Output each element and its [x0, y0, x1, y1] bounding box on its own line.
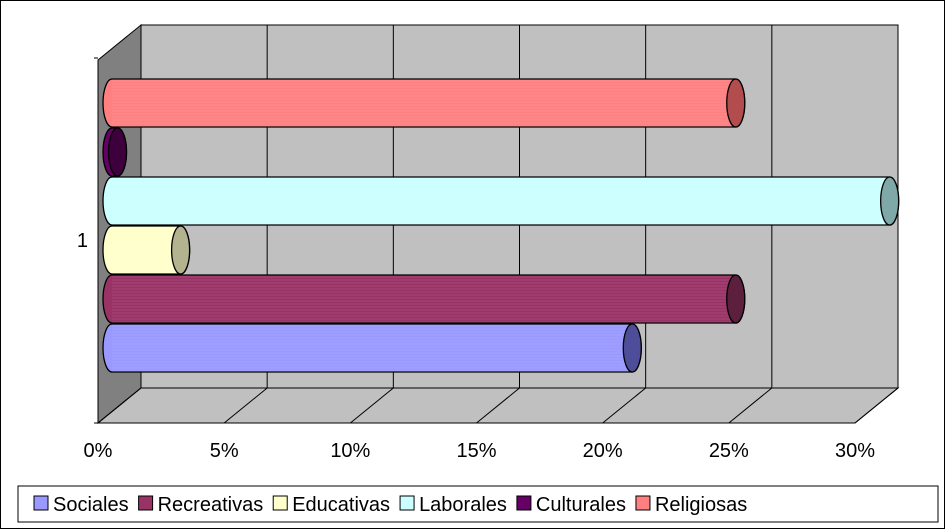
- legend-item-educativas: Educativas: [272, 494, 390, 516]
- legend-label: Laborales: [419, 494, 507, 516]
- legend-swatch: [272, 495, 288, 511]
- legend-box: [17, 485, 939, 523]
- legend-item-culturales: Culturales: [516, 494, 626, 516]
- bars: [102, 78, 900, 373]
- x-tick-label: 25%: [709, 440, 749, 462]
- legend-label: Culturales: [536, 494, 626, 516]
- gridline-floor: [223, 387, 268, 424]
- legend-label: Sociales: [53, 494, 129, 516]
- bar-sociales: [102, 323, 642, 373]
- x-tick-label: 5%: [210, 440, 239, 462]
- legend-swatch: [516, 495, 532, 511]
- legend-swatch: [399, 495, 415, 511]
- bar-culturales: [102, 127, 128, 177]
- gridline-floor: [97, 387, 142, 424]
- gridline-floor: [350, 387, 394, 424]
- legend-item-religiosas: Religiosas: [635, 494, 747, 516]
- bar-educativas: [102, 225, 191, 275]
- legend-label: Educativas: [292, 494, 390, 516]
- bar-cap: [726, 78, 746, 128]
- gridline-floor: [602, 387, 646, 424]
- bar-laborales: [102, 176, 900, 226]
- legend-label: Religiosas: [655, 494, 747, 516]
- legend-item-laborales: Laborales: [399, 494, 507, 516]
- legend-swatch: [635, 495, 651, 511]
- x-tick-labels: 0% 5% 10% 15% 20% 25% 30%: [84, 440, 876, 462]
- x-tick-label: 10%: [330, 440, 370, 462]
- y-tick-labels: 1: [77, 230, 88, 252]
- legend-label: Recreativas: [158, 494, 264, 516]
- bar-cap: [880, 176, 900, 226]
- x-tick-label: 15%: [456, 440, 496, 462]
- gridline-floor: [854, 387, 899, 424]
- bar-religiosas: [102, 78, 746, 128]
- gridline-floor: [728, 387, 773, 424]
- legend-item-recreativas: Recreativas: [138, 494, 264, 516]
- x-tick-label: 30%: [835, 440, 875, 462]
- bar-cap: [107, 127, 128, 177]
- legend-item-sociales: Sociales: [33, 494, 129, 516]
- x-tick-label: 0%: [84, 440, 113, 462]
- bar-cap: [726, 274, 746, 324]
- legend-swatch: [138, 495, 154, 511]
- bar-cap: [622, 323, 642, 373]
- legend: Sociales Recreativas Educativas Laborales Cu…: [17, 485, 939, 523]
- axes: [94, 57, 99, 424]
- bar-recreativas: [102, 274, 746, 324]
- x-tick-label: 20%: [583, 440, 623, 462]
- y-tick-label: 1: [77, 230, 88, 252]
- bar-cap: [170, 225, 191, 275]
- legend-swatch: [33, 495, 49, 511]
- gridline-floor: [476, 387, 520, 424]
